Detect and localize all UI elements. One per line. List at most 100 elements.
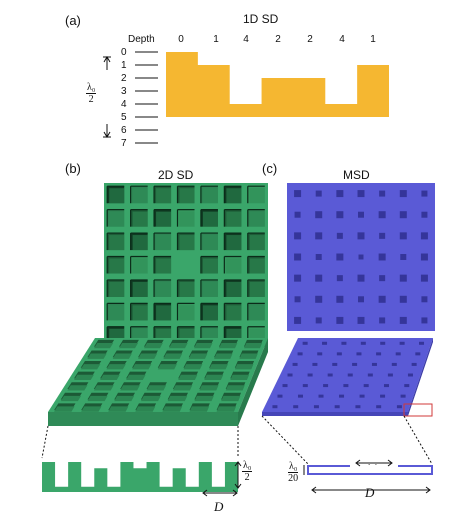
- diffuser-well-floor: [249, 281, 265, 297]
- oblique-well-floor: [74, 374, 94, 380]
- oblique-well-floor: [87, 395, 108, 402]
- metasurface-slot: [421, 211, 428, 218]
- metasurface-slot: [315, 254, 322, 260]
- diffuser-well-floor: [109, 188, 125, 204]
- metasurface-slot: [336, 211, 344, 219]
- metasurface-slot: [358, 296, 364, 303]
- diffuser-well-floor: [109, 211, 125, 227]
- oblique-slot: [396, 405, 402, 409]
- diffuser-well-floor: [156, 281, 172, 297]
- oblique-well-floor: [81, 406, 102, 412]
- oblique-well-floor: [163, 353, 183, 359]
- oblique-well-floor: [193, 342, 213, 349]
- sequence-value: 1: [213, 34, 219, 45]
- diffuser-well-floor: [202, 235, 218, 251]
- oblique-slot: [327, 373, 333, 377]
- metasurface-slot: [336, 275, 343, 282]
- metasurface-slot: [399, 232, 407, 240]
- metasurface-slot: [294, 253, 302, 261]
- arrowhead: [103, 56, 111, 63]
- oblique-slot: [282, 384, 288, 388]
- oblique-well-floor: [67, 385, 88, 391]
- oblique-slot: [399, 341, 405, 345]
- panel-b-label: (b): [65, 161, 81, 176]
- diffuser-well-floor: [202, 211, 218, 227]
- oblique-slot: [395, 352, 401, 356]
- oblique-slot: [363, 384, 369, 388]
- depth-tick-label: 2: [121, 73, 127, 84]
- oblique-slot: [387, 373, 393, 377]
- oblique-well-floor: [194, 395, 214, 402]
- lambda-numerator: λ₀: [288, 461, 299, 473]
- metasurface-side-face: [408, 338, 433, 416]
- metasurface-slot: [420, 232, 428, 240]
- oblique-well-floor: [60, 395, 82, 402]
- diffuser-well-floor: [226, 258, 242, 274]
- diffuser-well-floor: [249, 305, 265, 321]
- oblique-slot: [383, 384, 389, 388]
- depth-tick-label: 5: [121, 112, 127, 123]
- oblique-well-floor: [243, 342, 263, 349]
- metasurface-slot: [421, 190, 428, 197]
- arrowhead: [103, 131, 111, 138]
- oblique-well-floor: [188, 353, 208, 359]
- oblique-well-floor: [138, 353, 158, 359]
- sequence-value: 2: [307, 34, 313, 45]
- diffuser-well-floor: [226, 235, 242, 251]
- oblique-well-floor: [118, 342, 139, 349]
- metasurface-slot: [358, 211, 364, 218]
- oblique-slot: [371, 362, 377, 366]
- diffuser-2d-side-face: [238, 338, 268, 426]
- oblique-well-floor: [239, 353, 258, 359]
- arrowhead: [202, 489, 208, 497]
- arrowhead: [425, 486, 431, 494]
- metasurface-slot: [421, 317, 428, 324]
- metasurface-slot: [315, 211, 323, 219]
- oblique-slot: [277, 394, 283, 398]
- metasurface-slot: [379, 317, 386, 324]
- zoom-guide-line: [261, 415, 309, 465]
- metasurface-slot: [357, 274, 365, 282]
- oblique-slot: [272, 405, 278, 409]
- oblique-slot: [367, 373, 373, 377]
- panel-a-title: 1D SD: [243, 12, 279, 26]
- diffuser-2d-front-face: [48, 412, 238, 426]
- oblique-slot: [400, 394, 406, 398]
- oblique-well-floor: [204, 374, 224, 380]
- oblique-slot: [312, 362, 318, 366]
- sequence-value: 4: [243, 34, 249, 45]
- depth-tick-label: 7: [121, 138, 127, 149]
- metasurface-slot: [399, 211, 407, 219]
- oblique-slot: [376, 405, 382, 409]
- oblique-well-floor: [214, 353, 233, 359]
- oblique-well-floor: [100, 374, 120, 380]
- oblique-slot: [297, 352, 303, 356]
- diffuser-well-floor: [179, 188, 195, 204]
- diffuser-well-floor: [226, 211, 242, 227]
- oblique-well-floor: [157, 364, 177, 370]
- arrowhead: [387, 459, 393, 467]
- panel-c-title: MSD: [343, 168, 370, 182]
- oblique-well-floor: [221, 395, 241, 402]
- diffuser-well-floor: [179, 235, 195, 251]
- oblique-slot: [404, 384, 410, 388]
- diffuser-2d-top-view: [104, 183, 268, 347]
- metasurface-slot: [336, 190, 344, 198]
- metasurface-slot: [358, 254, 364, 260]
- diffuser-well-floor: [132, 258, 148, 274]
- metasurface-slot: [400, 254, 407, 260]
- oblique-slot: [313, 405, 319, 409]
- diffuser-well-floor: [156, 235, 172, 251]
- metasurface-slot: [315, 317, 322, 324]
- zoom-highlight-box: [403, 403, 433, 417]
- oblique-well-floor: [230, 374, 250, 380]
- metasurface-slot: [420, 274, 428, 282]
- diffuser-well-floor: [249, 258, 265, 274]
- diffuser-well-floor: [249, 188, 265, 204]
- diffuser-well-floor: [202, 188, 218, 204]
- sequence-value: 4: [339, 34, 345, 45]
- metasurface-slot: [294, 316, 302, 324]
- diffuser-well-floor: [132, 235, 148, 251]
- oblique-well-floor: [167, 395, 188, 402]
